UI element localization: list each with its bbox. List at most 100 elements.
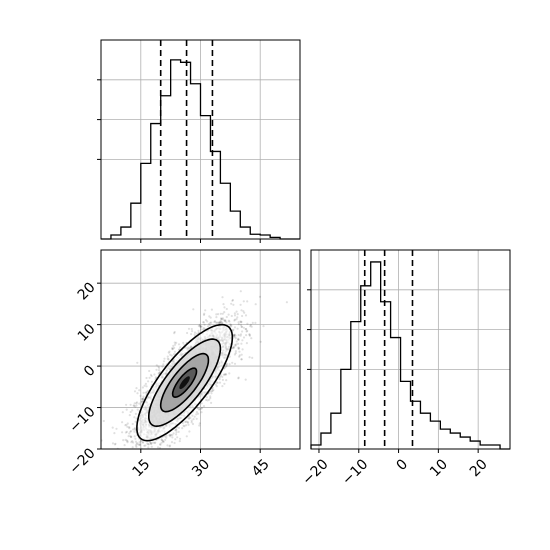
scatter-point bbox=[133, 416, 136, 419]
y-tick-label: −20 bbox=[66, 445, 98, 477]
scatter-point bbox=[121, 452, 123, 454]
scatter-point bbox=[215, 316, 218, 319]
scatter-point bbox=[129, 410, 132, 414]
scatter-point bbox=[254, 303, 257, 306]
scatter-point bbox=[145, 376, 148, 380]
scatter-point bbox=[232, 335, 236, 338]
x-marginal-grid bbox=[101, 40, 300, 239]
scatter-point bbox=[133, 428, 136, 431]
scatter-point bbox=[231, 361, 234, 364]
scatter-point bbox=[192, 418, 195, 421]
scatter-point bbox=[233, 333, 236, 336]
scatter-point bbox=[227, 319, 230, 322]
scatter-point bbox=[160, 438, 163, 442]
joint-contours bbox=[136, 323, 234, 442]
scatter-point bbox=[162, 360, 166, 363]
scatter-point bbox=[131, 409, 134, 412]
joint-x-ticks: 15 30 45 bbox=[129, 449, 273, 480]
scatter-point bbox=[124, 431, 127, 434]
scatter-point bbox=[146, 389, 149, 393]
scatter-point bbox=[153, 373, 156, 376]
scatter-point bbox=[142, 391, 145, 394]
scatter-point bbox=[137, 443, 140, 446]
scatter-point bbox=[233, 353, 236, 356]
scatter-point bbox=[235, 343, 238, 346]
scatter-point bbox=[149, 441, 152, 444]
scatter-point bbox=[125, 430, 128, 433]
scatter-point bbox=[158, 366, 161, 369]
scatter-point bbox=[138, 443, 141, 446]
scatter-point bbox=[131, 422, 134, 426]
scatter-point bbox=[132, 404, 135, 407]
scatter-point bbox=[167, 358, 170, 361]
scatter-point bbox=[129, 430, 132, 433]
scatter-point bbox=[177, 430, 180, 433]
scatter-point bbox=[208, 324, 211, 327]
scatter-point bbox=[148, 458, 150, 460]
scatter-point bbox=[220, 321, 223, 324]
scatter-point bbox=[141, 398, 144, 401]
scatter-point bbox=[200, 325, 203, 328]
scatter-point bbox=[233, 326, 237, 329]
scatter-point bbox=[236, 327, 239, 330]
density-core bbox=[179, 376, 190, 390]
scatter-point bbox=[131, 440, 134, 443]
scatter-point bbox=[173, 346, 176, 349]
scatter-point bbox=[171, 348, 174, 351]
scatter-point bbox=[132, 428, 135, 431]
scatter-point bbox=[135, 445, 138, 448]
scatter-point bbox=[175, 431, 178, 434]
scatter-point bbox=[212, 388, 215, 392]
scatter-point bbox=[121, 421, 124, 424]
scatter-point bbox=[128, 432, 131, 435]
x-marginal-frame bbox=[100, 39, 301, 240]
y-tick-label: 0 bbox=[81, 362, 99, 380]
scatter-point bbox=[198, 324, 201, 327]
scatter-point bbox=[225, 373, 228, 376]
scatter-point bbox=[133, 427, 136, 430]
scatter-point bbox=[207, 322, 211, 325]
scatter-point bbox=[221, 378, 224, 381]
scatter-point bbox=[258, 295, 262, 298]
scatter-point bbox=[225, 307, 228, 311]
scatter-point bbox=[197, 412, 200, 415]
scatter-point bbox=[123, 467, 125, 469]
x-tick-label: 30 bbox=[189, 456, 213, 480]
scatter-point bbox=[122, 439, 125, 442]
scatter-point bbox=[248, 333, 251, 336]
scatter-point bbox=[129, 435, 132, 439]
scatter-point bbox=[133, 430, 136, 433]
scatter-point bbox=[190, 419, 193, 422]
scatter-point bbox=[235, 340, 238, 343]
scatter-point bbox=[285, 301, 288, 304]
scatter-point bbox=[129, 434, 132, 438]
scatter-point bbox=[121, 431, 124, 434]
scatter-point bbox=[150, 375, 153, 378]
scatter-point bbox=[229, 323, 232, 326]
scatter-point bbox=[153, 464, 155, 466]
scatter-point bbox=[187, 327, 191, 330]
x-tick-label: 15 bbox=[129, 456, 153, 480]
scatter-point bbox=[125, 423, 128, 426]
scatter-point bbox=[240, 325, 244, 328]
scatter-point bbox=[118, 461, 120, 463]
scatter-point bbox=[187, 417, 190, 420]
scatter-point bbox=[158, 460, 160, 462]
scatter-point bbox=[169, 435, 172, 438]
scatter-point bbox=[126, 440, 129, 443]
scatter-point bbox=[185, 420, 188, 423]
scatter-point bbox=[198, 424, 201, 427]
scatter-point bbox=[147, 380, 150, 383]
scatter-point bbox=[139, 439, 143, 442]
scatter-point bbox=[200, 328, 203, 331]
scatter-point bbox=[239, 321, 243, 324]
scatter-point bbox=[239, 324, 243, 327]
scatter-point bbox=[195, 413, 198, 416]
scatter-point bbox=[144, 391, 147, 394]
scatter-point bbox=[166, 444, 169, 447]
scatter-point bbox=[246, 322, 249, 325]
scatter-point bbox=[191, 330, 194, 333]
scatter-point bbox=[237, 333, 240, 337]
scatter-point bbox=[136, 442, 139, 445]
scatter-point bbox=[210, 392, 213, 395]
